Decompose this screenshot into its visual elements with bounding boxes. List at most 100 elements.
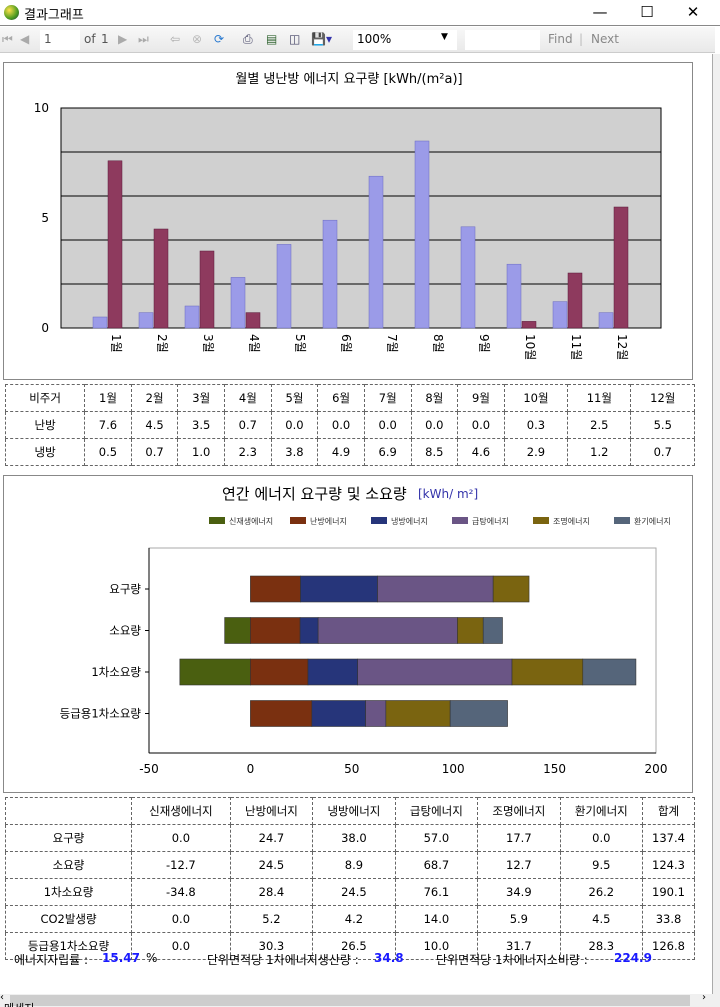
table-cell: 0.0 — [410, 411, 459, 439]
annual-chart-svg: 연간 에너지 요구량 및 소요량 [kWh/ m²] -50 0 50 100 150 2… — [60, 485, 671, 776]
export-icon[interactable]: 💾▾ — [311, 32, 332, 46]
bar-냉방-4월 — [230, 277, 246, 329]
table-cell: 17.7 — [477, 824, 561, 852]
prev-page-icon[interactable]: ◀ — [20, 32, 30, 46]
next-page-icon[interactable]: ▶ — [118, 32, 128, 46]
scroll-left-icon[interactable]: ‹ — [0, 992, 4, 1003]
table-row: 소요량 -12.7 24.5 8.9 68.7 12.7 9.5 124.3 — [4, 851, 695, 879]
bar-난방에너지-1차소요량 — [250, 658, 309, 686]
y-tick-label: 1차소요량 — [91, 665, 141, 679]
table-header: 신재생에너지 난방에너지 냉방에너지 급탕에너지 조명에너지 환기에너지 합계 — [4, 797, 695, 825]
table-cell: 4.5 — [559, 905, 644, 933]
table-cell: 28.4 — [229, 878, 314, 906]
table-cell: 12.7 — [477, 851, 561, 879]
table-cell: 4.5 — [130, 411, 179, 439]
table-cell: CO2발생량 — [4, 905, 133, 933]
table-cell: 1.0 — [177, 438, 226, 466]
bar-난방-12월 — [613, 206, 629, 329]
table-cell: 2월 — [130, 384, 179, 412]
first-page-icon[interactable]: ⏮ — [2, 32, 13, 46]
bar-냉방-5월 — [276, 244, 292, 329]
bar-조명에너지-요구량 — [492, 575, 530, 603]
table-cell: 8.9 — [312, 851, 396, 879]
stop-icon[interactable]: ⊗ — [192, 32, 203, 46]
scroll-thumb[interactable] — [10, 995, 690, 1006]
bar-냉방에너지-소요량 — [299, 617, 319, 644]
bar-급탕에너지-등급용1차소요량 — [365, 700, 387, 727]
back-icon[interactable]: ⇦ — [170, 32, 181, 46]
zoom-select[interactable]: 100% ▼ — [353, 30, 457, 50]
table-cell: 소요량 — [4, 851, 133, 879]
bar-냉방에너지-1차소요량 — [307, 658, 358, 686]
table-cell: 31.7 — [477, 932, 561, 960]
report-toolbar: ⏮ ◀ 1 of 1 ▶ ⏭ ⇦ ⊗ ⟳ ⎙ ▤ ◫ 💾▾ 100% ▼ Find… — [0, 27, 715, 53]
bar-급탕에너지-소요량 — [317, 617, 458, 644]
x-tick-label: 9월 — [477, 334, 491, 353]
bar-난방-1월 — [107, 160, 123, 329]
legend-swatch — [614, 517, 630, 524]
bar-환기에너지-소요량 — [482, 617, 503, 644]
legend-label: 신재생에너지 — [229, 516, 273, 526]
self-sufficiency-unit: % — [146, 951, 158, 965]
y-tick-label: 요구량 — [109, 582, 141, 596]
table-cell: 합계 — [642, 797, 695, 825]
table-cell: 12월 — [630, 384, 695, 412]
table-cell: 0.0 — [131, 932, 231, 960]
table-cell: 10월 — [503, 384, 569, 412]
x-tick-label: 12월 — [615, 334, 629, 360]
table-cell: 34.9 — [477, 878, 561, 906]
minimize-button[interactable]: — — [592, 3, 608, 21]
table-cell: 57.0 — [394, 824, 479, 852]
bar-환기에너지-1차소요량 — [582, 658, 637, 686]
scroll-right-icon[interactable]: › — [702, 992, 706, 1003]
table-row: 요구량 0.0 24.7 38.0 57.0 17.7 0.0 137.4 — [4, 824, 695, 852]
page-layout-icon[interactable]: ▤ — [266, 32, 278, 46]
find-input[interactable] — [465, 30, 540, 50]
table-cell: 1.2 — [567, 438, 632, 466]
table-cell: 0.7 — [630, 438, 695, 466]
table-cell: 33.8 — [642, 905, 695, 933]
table-cell: 급탕에너지 — [394, 797, 479, 825]
table-cell: 5.2 — [229, 905, 314, 933]
bar-냉방-2월 — [138, 312, 154, 329]
bar-난방-10월 — [521, 321, 537, 329]
bar-신재생에너지-1차소요량 — [179, 658, 251, 686]
table-cell: 126.8 — [642, 932, 695, 960]
table-cell: 14.0 — [394, 905, 479, 933]
y-tick-label: 소요량 — [109, 624, 141, 638]
bar-난방에너지-요구량 — [250, 575, 301, 603]
consumption-label: 단위면적당 1차에너지소비량 : — [436, 953, 588, 967]
legend-label: 환기에너지 — [634, 516, 671, 526]
bar-냉방-1월 — [92, 316, 108, 329]
y-tick-label: 10 — [34, 101, 49, 115]
y-tick-label: 등급용1차소요량 — [60, 707, 142, 721]
table-cell: 190.1 — [642, 878, 695, 906]
table-cell: 0.5 — [84, 438, 132, 466]
page-setup-icon[interactable]: ◫ — [289, 32, 301, 46]
last-page-icon[interactable]: ⏭ — [138, 32, 149, 46]
table-cell: 4.9 — [317, 438, 365, 466]
table-cell: 11월 — [567, 384, 632, 412]
maximize-button[interactable]: ☐ — [640, 3, 654, 21]
table-cell: 76.1 — [394, 878, 479, 906]
close-button[interactable]: ✕ — [686, 3, 700, 21]
find-button[interactable]: Find — [548, 32, 573, 46]
y-tick-label: 5 — [41, 211, 49, 225]
refresh-icon[interactable]: ⟳ — [214, 32, 225, 46]
table-cell: 0.0 — [363, 411, 412, 439]
table-row: 난방 7.6 4.5 3.5 0.7 0.0 0.0 0.0 0.0 0.0 0.3 2.5 5.5 — [4, 411, 695, 439]
bar-조명에너지-소요량 — [457, 617, 484, 644]
table-cell: 1차소요량 — [4, 878, 133, 906]
print-icon[interactable]: ⎙ — [243, 32, 253, 46]
legend-label: 급탕에너지 — [472, 516, 509, 526]
legend-label: 냉방에너지 — [391, 516, 428, 526]
table-cell: 68.7 — [394, 851, 479, 879]
horizontal-scrollbar[interactable]: ‹ › — [0, 992, 713, 1007]
table-cell: 비주거 — [4, 384, 86, 412]
table-cell — [4, 797, 133, 825]
title-bar: 결과그래프 — ☐ ✕ — [0, 0, 720, 26]
bar-냉방-12월 — [598, 312, 614, 329]
next-button[interactable]: Next — [591, 32, 619, 46]
vertical-scrollbar[interactable] — [713, 54, 720, 1007]
page-input[interactable]: 1 — [40, 30, 80, 50]
